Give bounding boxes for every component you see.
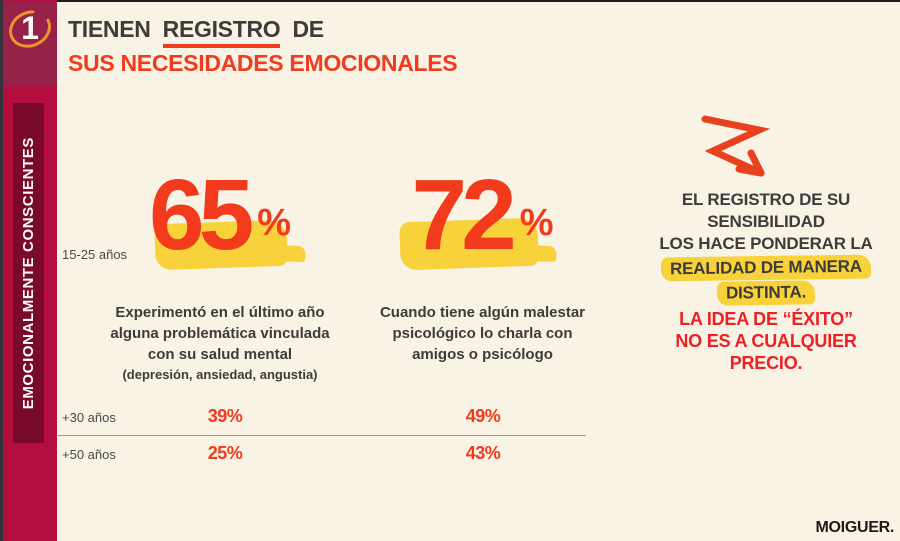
percent-sign: %	[519, 202, 554, 244]
row-value-2: 43%	[465, 443, 501, 463]
row-age-label: +30 años	[62, 410, 116, 425]
title-line-2: SUS NECESIDADES EMOCIONALES	[68, 50, 458, 76]
highlighted-text: REALIDAD DE MANERA	[660, 254, 872, 282]
stat-number-wrap: 72%	[375, 162, 590, 274]
age-comparison-table: +30 años 39% 49% +50 años 25% 43%	[58, 403, 588, 470]
stat-value-number: 72	[411, 159, 516, 271]
stat-description-note: (depresión, ansiedad, angustia)	[122, 367, 318, 382]
stat-value: 65%	[95, 162, 345, 276]
brand-logo: MOIGUER.	[815, 519, 895, 536]
left-edge-strip	[0, 0, 3, 541]
row-value-2: 49%	[465, 406, 501, 426]
section-badge: 1	[3, 2, 57, 86]
callout-line: SENSIBILIDAD	[707, 212, 825, 231]
sidebar-title: EMOCIONALMENTE CONSCIENTES	[20, 136, 37, 410]
table-row: +30 años 39% 49%	[58, 403, 588, 433]
row-age-label: +50 años	[62, 447, 116, 462]
row-value-1: 39%	[207, 406, 243, 426]
percent-sign: %	[257, 202, 292, 244]
callout-red-line: LA IDEA DE “ÉXITO”	[679, 309, 853, 329]
title-word: TIENEN	[68, 16, 151, 42]
top-edge-strip	[0, 0, 900, 2]
section-number: 1	[21, 10, 39, 46]
sidebar-title-box: EMOCIONALMENTE CONSCIENTES	[13, 103, 44, 443]
zigzag-arrow-icon	[701, 115, 771, 177]
title-word: DE	[292, 16, 324, 42]
callout-line: EL REGISTRO DE SU	[681, 190, 851, 209]
page-title: TIENEN REGISTRO DE SUS NECESIDADES EMOCI…	[68, 16, 458, 77]
sidebar: 1 EMOCIONALMENTE CONSCIENTES	[3, 0, 57, 541]
title-word-underlined: REGISTRO	[162, 16, 281, 48]
age-label-main: 15-25 años	[62, 247, 128, 262]
table-row: +50 años 25% 43%	[58, 440, 588, 470]
stat-description: Cuando tiene algún malestar psicológico …	[379, 304, 586, 363]
callout-red-line: NO ES A CUALQUIER	[675, 331, 857, 351]
stat-value-number: 65	[148, 159, 254, 271]
callout-panel: EL REGISTRO DE SU SENSIBILIDAD LOS HACE …	[637, 103, 895, 374]
highlighted-text: DISTINTA.	[716, 280, 816, 306]
stat-description: Experimentó en el último año alguna prob…	[110, 304, 330, 363]
callout-highlight-row: REALIDAD DE MANERA	[637, 254, 895, 282]
title-line-1: TIENEN REGISTRO DE	[68, 16, 457, 48]
stat-column-2: 72% Cuando tiene algún malestar psicológ…	[375, 162, 590, 365]
callout-highlight-row: DISTINTA.	[637, 280, 895, 306]
callout-line: LOS HACE PONDERAR LA	[659, 234, 873, 253]
callout-red-line: PRECIO.	[729, 353, 803, 373]
stat-value: 72%	[375, 162, 590, 276]
row-divider	[58, 435, 586, 436]
stat-number-wrap: 65%	[95, 162, 345, 274]
stat-column-1: 65% Experimentó en el último año alguna …	[95, 162, 345, 382]
circle-scribble-icon	[9, 10, 51, 48]
row-value-1: 25%	[207, 443, 243, 463]
